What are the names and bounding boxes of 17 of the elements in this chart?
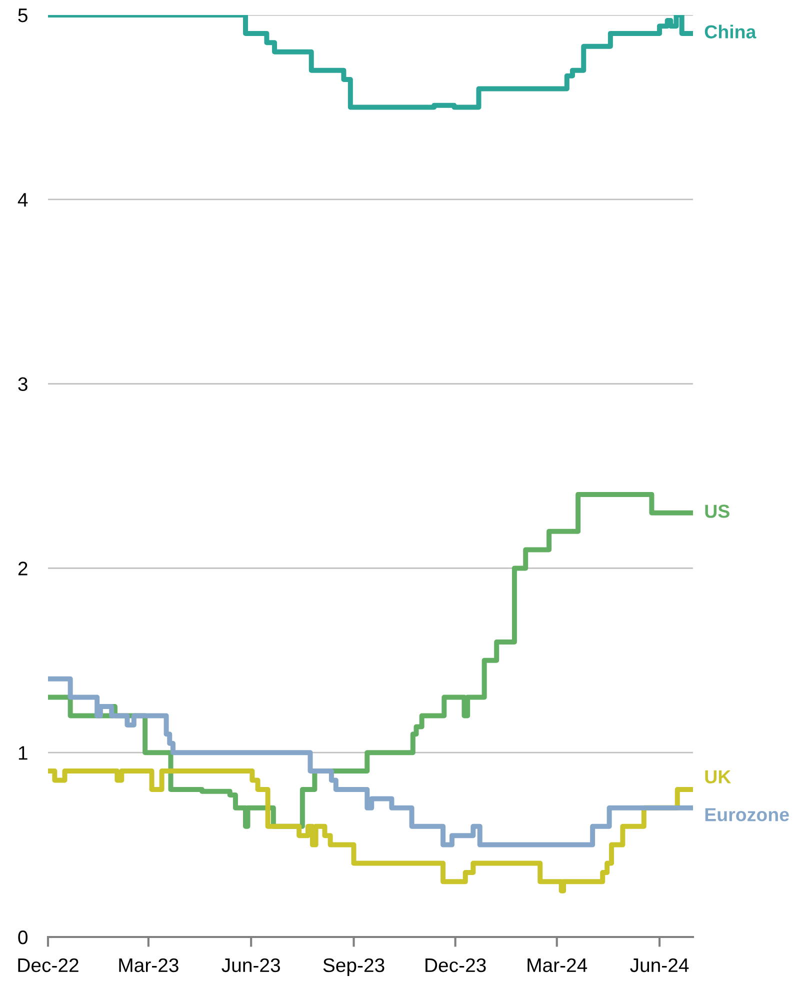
x-tick-label: Jun-23 [222,958,280,972]
y-tick-label: 4 [18,193,28,206]
x-tick-label: Dec-23 [426,958,486,972]
y-tick-label: 0 [18,930,28,944]
series-label: UK [705,770,732,784]
y-tick-label: 1 [18,746,28,760]
y-tick-label: 2 [18,562,28,576]
series-label: US [705,504,730,518]
x-tick-label: Dec-22 [18,958,78,972]
x-tick-label: Sep-23 [323,958,384,976]
x-tick-label: Mar-23 [119,958,178,972]
series-label: China [704,24,756,38]
series-label: Eurozone [705,808,789,822]
y-tick-label: 5 [18,8,28,22]
x-tick-label: Jun-24 [630,958,689,972]
x-tick-label: Mar-24 [528,958,588,972]
y-tick-label: 3 [18,377,28,392]
